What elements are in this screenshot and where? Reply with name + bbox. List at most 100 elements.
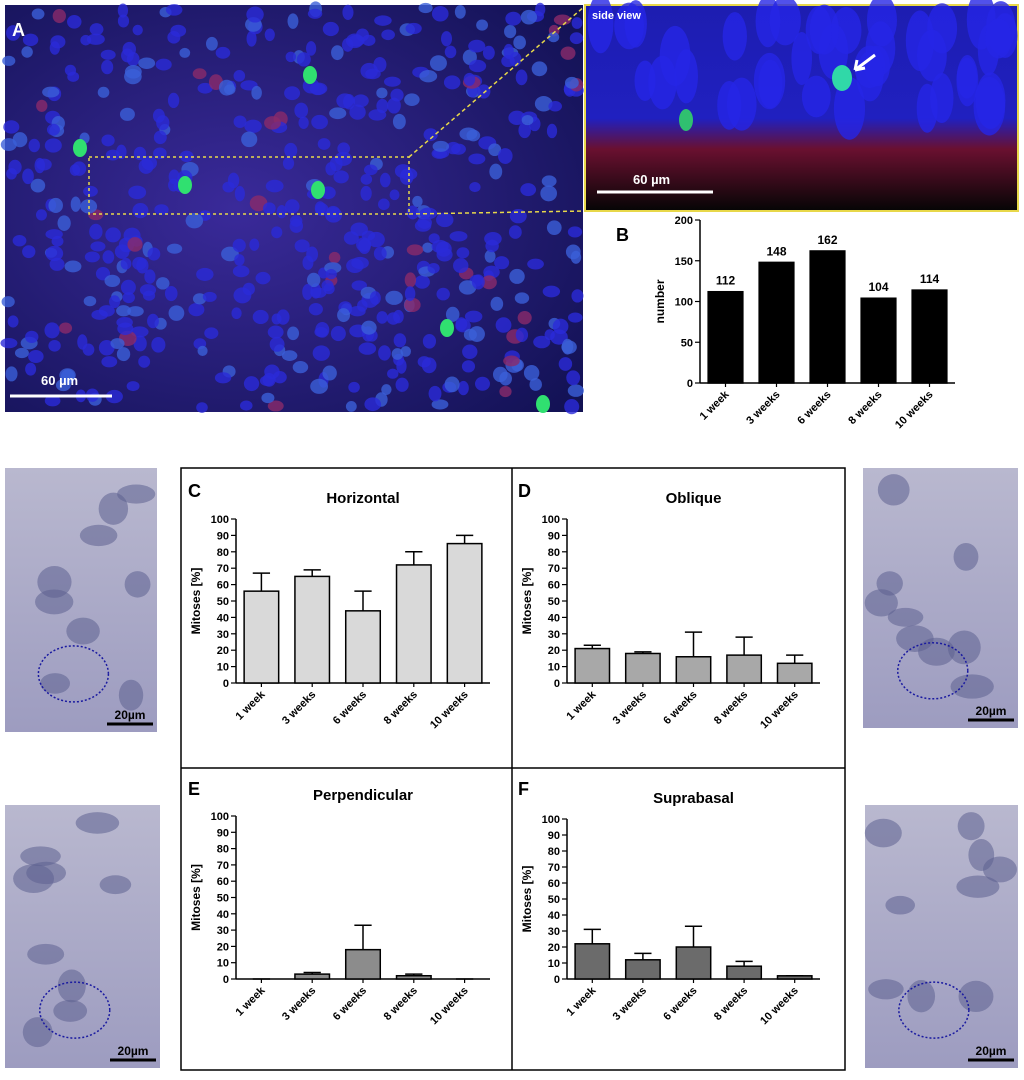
nucleus <box>342 37 354 52</box>
nucleus <box>241 131 258 148</box>
nucleus <box>142 290 156 301</box>
nucleus <box>570 250 582 264</box>
bar <box>395 974 432 980</box>
nucleus <box>973 76 1006 136</box>
nucleus <box>48 339 61 352</box>
nucleus <box>246 30 257 47</box>
nucleus <box>484 249 496 263</box>
nucleus <box>132 256 147 271</box>
nucleus <box>345 400 357 412</box>
nucleus <box>463 328 477 341</box>
nucleus <box>262 202 276 215</box>
nucleus <box>515 69 528 86</box>
y-tick-label: 10 <box>217 958 229 970</box>
nucleus <box>202 291 217 302</box>
nucleus <box>515 327 529 343</box>
nucleus <box>101 59 114 75</box>
nucleus <box>83 296 97 307</box>
x-tick-label: 8 weeks <box>712 985 750 1023</box>
nucleus <box>48 197 63 214</box>
y-tick-label: 80 <box>217 547 229 559</box>
nucleus <box>282 156 295 170</box>
nucleus <box>540 185 558 202</box>
y-axis-label: Mitoses [%] <box>520 568 534 635</box>
nucleus <box>264 116 281 130</box>
nucleus <box>306 272 321 288</box>
x-tick-label: 8 weeks <box>846 389 884 427</box>
nucleus <box>117 14 130 28</box>
nucleus <box>240 400 253 411</box>
nucleus <box>244 119 262 133</box>
cell <box>53 999 88 1022</box>
nucleus <box>436 212 454 228</box>
nucleus <box>392 113 406 130</box>
nucleus <box>381 29 395 41</box>
x-tick-label: 6 weeks <box>661 689 699 727</box>
nucleus <box>126 52 140 67</box>
nucleus <box>363 164 378 176</box>
nucleus <box>387 368 399 379</box>
nucleus <box>361 320 377 335</box>
nucleus <box>488 143 502 157</box>
bar <box>344 948 382 980</box>
cell <box>124 571 151 598</box>
nucleus <box>57 215 71 231</box>
nucleus <box>558 357 573 371</box>
nucleus <box>231 307 242 320</box>
mitosis-outline <box>37 645 110 703</box>
nucleus <box>494 256 510 270</box>
nucleus <box>351 280 368 291</box>
panel-label: E <box>188 779 200 799</box>
nucleus <box>91 309 108 320</box>
nucleus <box>379 172 391 188</box>
cell <box>947 630 981 665</box>
nucleus <box>49 257 65 271</box>
nucleus <box>544 329 555 341</box>
x-tick-label: 3 weeks <box>280 689 318 727</box>
bar <box>574 647 611 684</box>
y-tick-label: 60 <box>548 580 560 592</box>
nucleus <box>468 153 486 165</box>
nucleus <box>333 170 349 184</box>
nucleus <box>22 168 34 185</box>
y-tick-label: 150 <box>675 256 693 268</box>
bar <box>758 261 795 384</box>
nucleus <box>284 142 298 158</box>
nucleus <box>215 46 231 59</box>
nucleus <box>449 231 468 242</box>
y-tick-label: 100 <box>211 811 229 823</box>
bar <box>707 290 744 384</box>
nucleus <box>427 263 440 274</box>
nucleus <box>509 208 527 224</box>
nucleus <box>50 35 66 49</box>
cell <box>868 979 904 1000</box>
nucleus <box>444 45 457 59</box>
nucleus <box>443 75 461 90</box>
nucleus <box>97 86 110 98</box>
nucleus <box>192 68 207 80</box>
panel-label: A <box>12 20 25 40</box>
nucleus <box>389 189 400 201</box>
bar <box>860 297 897 384</box>
nucleus <box>404 93 420 107</box>
x-tick-label: 1 week <box>564 688 599 723</box>
nucleus <box>830 7 862 55</box>
nucleus <box>153 130 167 145</box>
bar <box>294 973 331 980</box>
y-tick-label: 90 <box>217 530 229 542</box>
nucleus <box>89 23 104 36</box>
bar <box>574 943 611 980</box>
scale-label: 20µm <box>118 1044 149 1058</box>
nucleus <box>471 274 485 290</box>
nucleus <box>67 15 82 29</box>
nucleus <box>45 245 64 262</box>
cell <box>918 637 955 666</box>
value-label: 114 <box>920 272 940 286</box>
nucleus <box>461 360 476 373</box>
scale-label: 20µm <box>115 708 146 722</box>
nucleus <box>12 234 27 247</box>
cell <box>20 846 61 867</box>
y-tick-label: 70 <box>217 860 229 872</box>
y-tick-label: 60 <box>217 876 229 888</box>
x-tick-label: 1 week <box>564 984 599 1019</box>
